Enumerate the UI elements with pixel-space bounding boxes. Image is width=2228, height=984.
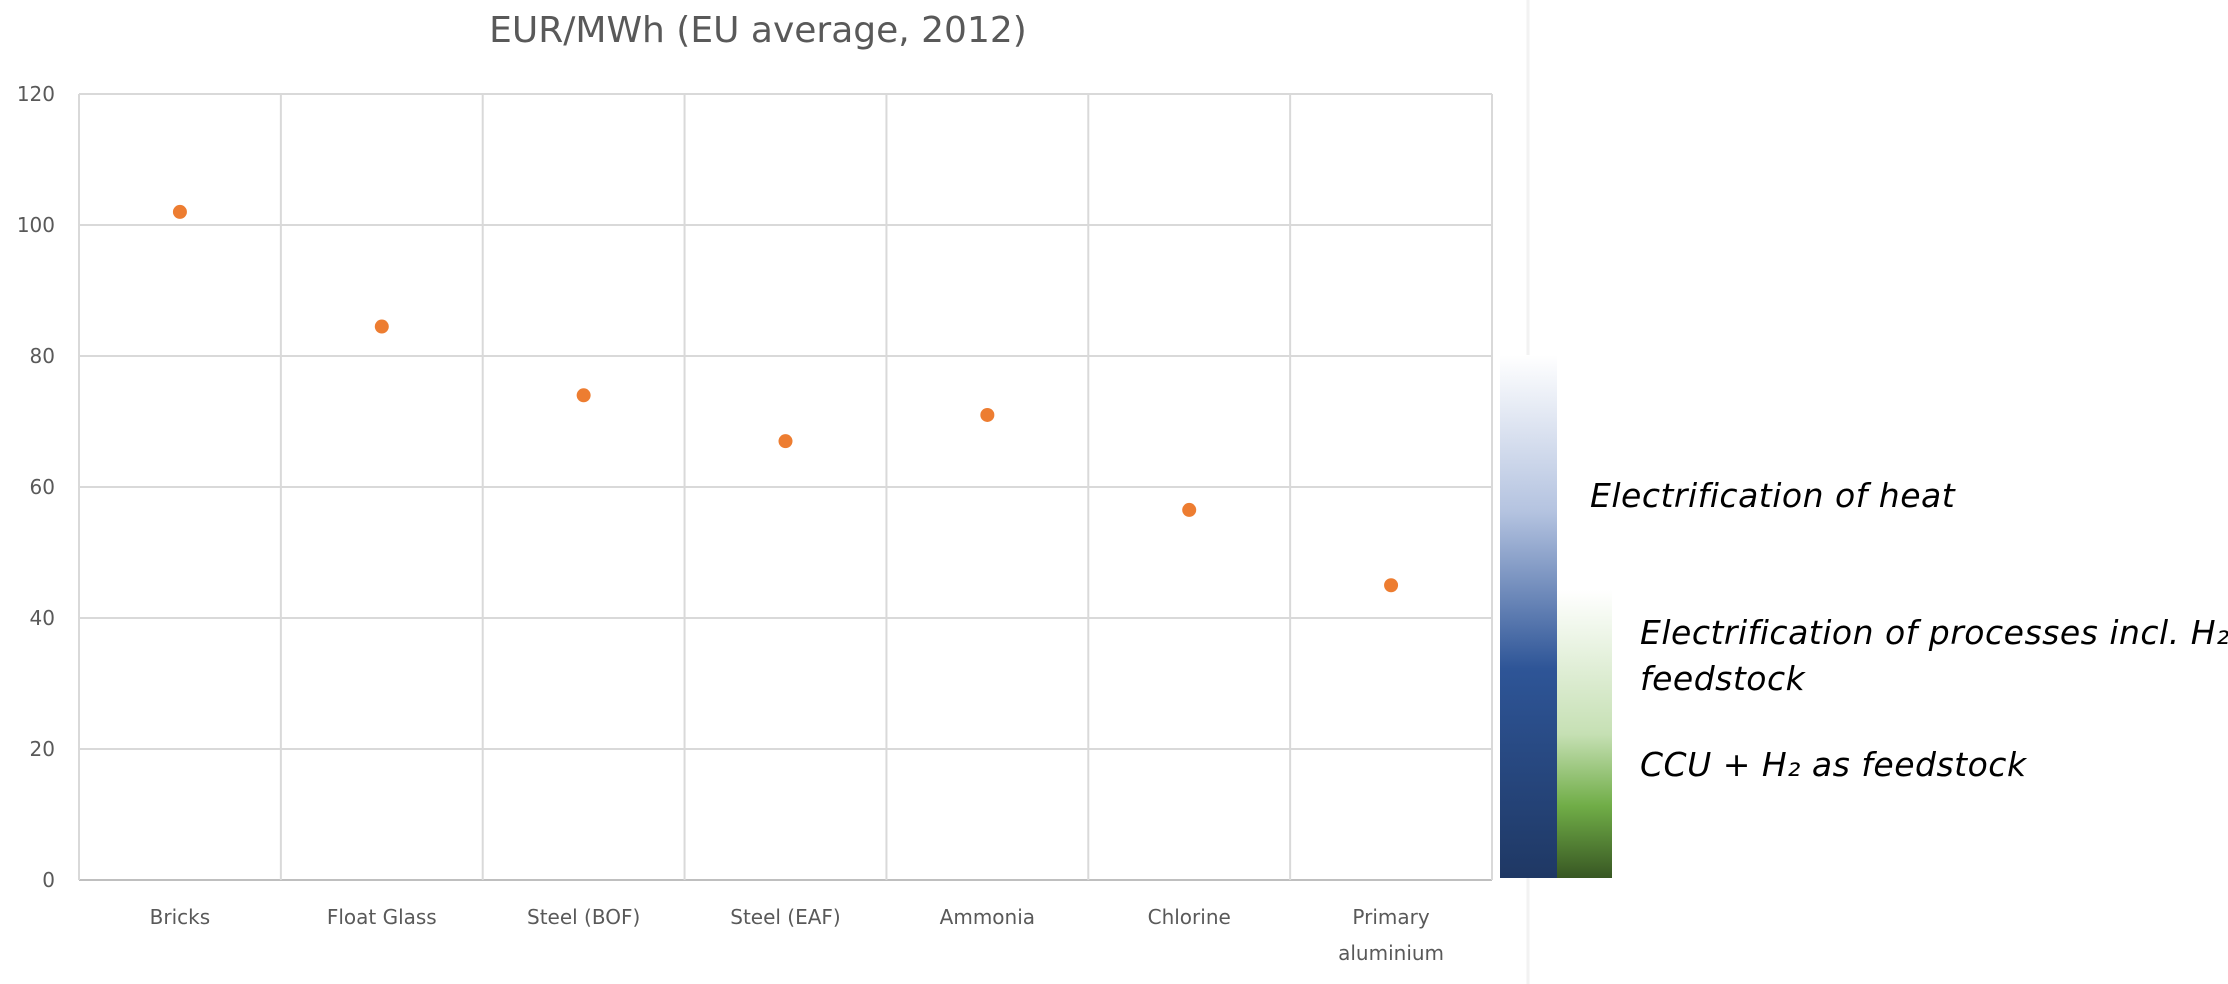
x-axis-ticks: Bricks Float Glass Steel (BOF) Steel (EAF) A… [150, 905, 1444, 965]
x-tick-label: Primary aluminium [1338, 905, 1444, 965]
x-tick-label: Ammonia [940, 905, 1035, 929]
data-point [576, 388, 591, 403]
legend-label-electrification-heat: Electrification of heat [1590, 476, 1956, 515]
legend-swatch-electrification-processes [1557, 590, 1612, 878]
data-point [980, 407, 995, 422]
data-point [778, 434, 793, 449]
y-tick-label: 80 [30, 344, 55, 368]
data-point [374, 319, 389, 334]
y-tick-label: 60 [30, 475, 55, 499]
y-tick-label: 100 [17, 213, 55, 237]
x-tick-label: Steel (BOF) [527, 905, 640, 929]
y-tick-label: 20 [30, 737, 55, 761]
legend-label-electrification-processes: Electrification of processes incl. H₂ fe… [1640, 610, 2228, 702]
data-points [172, 204, 1399, 593]
data-point [1182, 502, 1197, 517]
legend-swatch-electrification-heat [1500, 355, 1557, 878]
y-tick-label: 0 [42, 868, 55, 892]
data-point [172, 204, 187, 219]
legend-label-ccu: CCU + H₂ as feedstock [1640, 745, 2027, 784]
y-tick-label: 120 [17, 82, 55, 106]
y-tick-label: 40 [30, 606, 55, 630]
x-tick-label: Chlorine [1148, 905, 1231, 929]
chart-title: EUR/MWh (EU average, 2012) [489, 10, 1027, 51]
legend-label-line-1: Electrification of processes incl. H₂ [1640, 613, 2228, 652]
legend-label-line-2: feedstock [1640, 659, 1806, 698]
data-point [1384, 578, 1399, 593]
grid [78, 93, 1493, 881]
x-tick-label: Steel (EAF) [730, 905, 841, 929]
y-axis-ticks: 0 20 40 60 80 100 120 [17, 82, 55, 892]
x-tick-label: Float Glass [327, 905, 437, 929]
x-tick-label: Bricks [150, 905, 211, 929]
